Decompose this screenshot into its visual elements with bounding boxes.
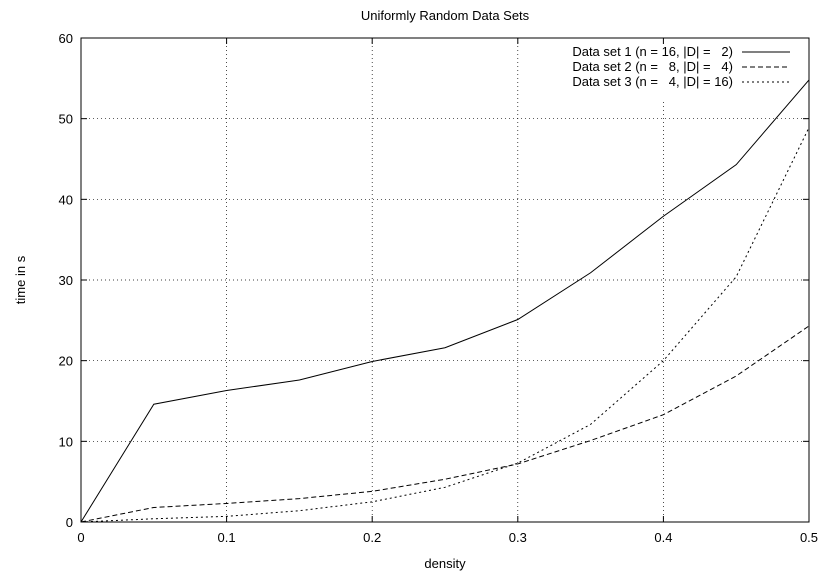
y-axis-label: time in s: [13, 255, 28, 304]
legend: Data set 1 (n = 16, |D| = 2)Data set 2 (…: [572, 44, 790, 89]
x-tick-label: 0.1: [218, 530, 236, 545]
legend-label-2: Data set 2 (n = 8, |D| = 4): [572, 59, 733, 74]
y-tick-label: 0: [66, 515, 73, 530]
x-tick-label: 0.4: [654, 530, 672, 545]
series-line-2: [80, 325, 810, 523]
x-tick-label: 0.3: [509, 530, 527, 545]
y-tick-label: 40: [59, 192, 73, 207]
legend-label-3: Data set 3 (n = 4, |D| = 16): [572, 74, 733, 89]
y-tick-label: 20: [59, 354, 73, 369]
chart-title: Uniformly Random Data Sets: [361, 8, 530, 23]
grid-lines: [81, 38, 809, 522]
y-tick-label: 60: [59, 31, 73, 46]
y-tick-label: 30: [59, 273, 73, 288]
y-tick-label: 10: [59, 434, 73, 449]
y-tick-label: 50: [59, 112, 73, 127]
series-line-3: [80, 127, 810, 523]
series-line-1: [80, 79, 810, 523]
x-tick-label: 0.5: [800, 530, 818, 545]
legend-label-1: Data set 1 (n = 16, |D| = 2): [572, 44, 733, 59]
plot-frame: [80, 37, 810, 523]
x-tick-label: 0.2: [363, 530, 381, 545]
series-lines: [80, 79, 810, 523]
x-tick-label: 0: [77, 530, 84, 545]
x-axis-label: density: [424, 556, 466, 571]
tick-labels: 0 0.1 0.2 0.3 0.4 0.5 0 10 20 30 40 50 60: [59, 31, 819, 545]
